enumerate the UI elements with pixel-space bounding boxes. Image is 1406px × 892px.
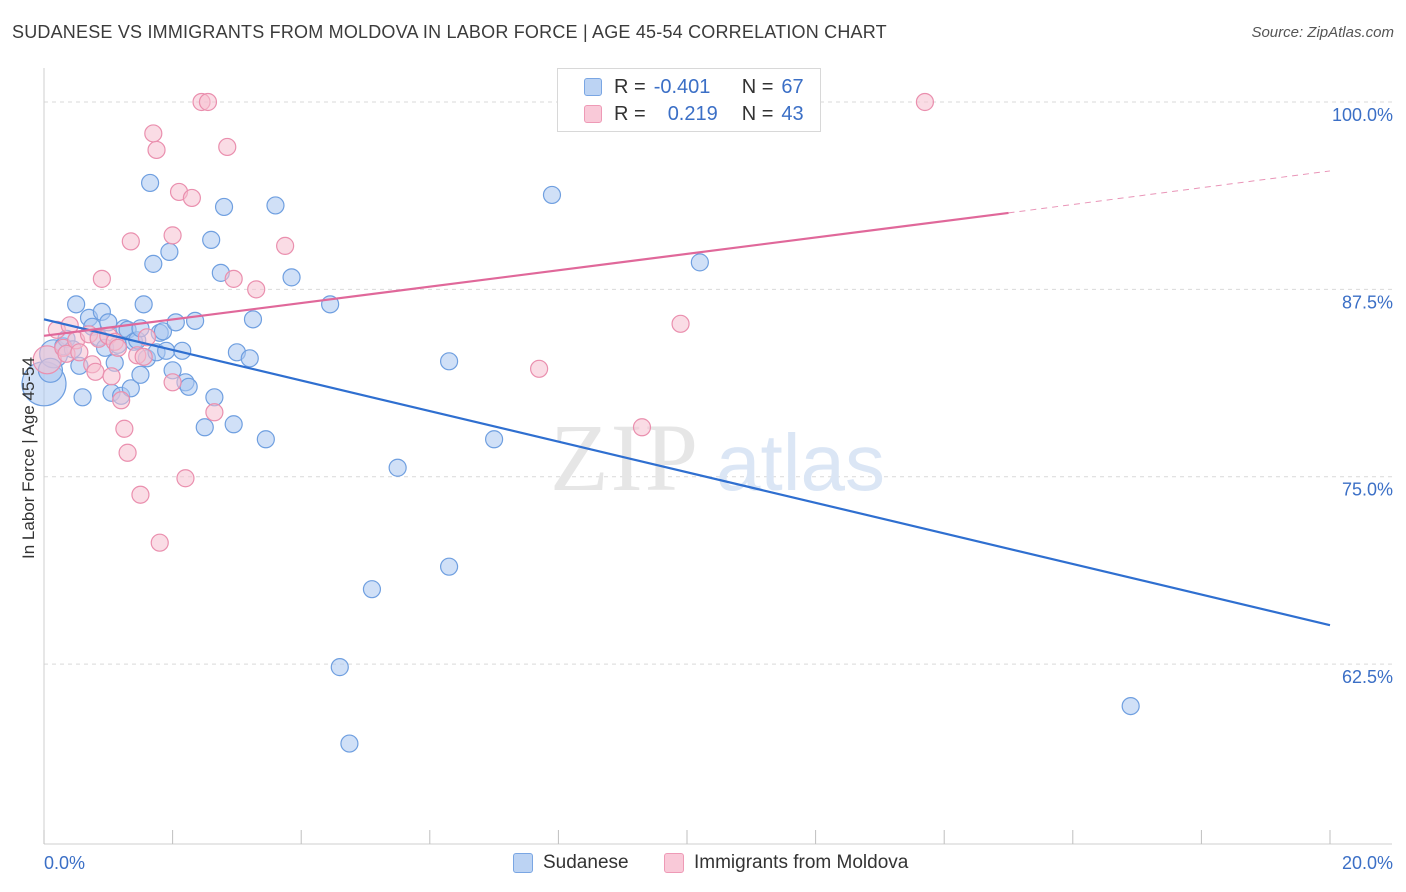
point-sudanese-46 — [224, 415, 243, 434]
point-sudanese-29 — [144, 254, 163, 273]
point-sudanese-42 — [202, 230, 221, 249]
legend-r-label-moldova: R = — [614, 102, 646, 125]
point-sudanese-56 — [362, 580, 382, 599]
point-sudanese-24 — [131, 365, 150, 384]
point-moldova-24 — [144, 124, 163, 143]
point-sudanese-39 — [179, 377, 198, 396]
point-moldova-39 — [530, 359, 549, 378]
point-moldova-34 — [205, 403, 224, 422]
point-sudanese-60 — [485, 430, 504, 449]
series-swatch-moldova — [664, 853, 684, 873]
trend-lines — [43, 170, 1331, 627]
point-sudanese-58 — [439, 352, 459, 371]
point-sudanese-41 — [195, 418, 214, 437]
point-moldova-28 — [163, 226, 182, 245]
point-moldova-26 — [150, 533, 169, 552]
point-moldova-22 — [134, 347, 153, 366]
source-label: Source: ZipAtlas.com — [1251, 24, 1394, 41]
point-sudanese-52 — [282, 268, 301, 287]
legend-r-value-moldova: 0.219 — [667, 102, 718, 125]
legend-n-value-sudanese: 67 — [781, 75, 804, 98]
y-tick-label-3: 62.5% — [1342, 667, 1393, 687]
legend-n-label-moldova: N = — [741, 102, 774, 125]
point-moldova-40 — [632, 418, 652, 437]
series-legend: Sudanese Immigrants from Moldova — [0, 852, 1406, 878]
legend-r-value-sudanese: -0.401 — [653, 75, 711, 98]
point-moldova-17 — [115, 419, 134, 438]
legend-n-value-moldova: 43 — [781, 102, 804, 125]
point-moldova-23 — [137, 328, 156, 347]
trend-line-sudanese — [43, 318, 1331, 627]
x-tick-label-0: 0.0% — [44, 853, 85, 873]
point-sudanese-21 — [121, 379, 140, 398]
point-sudanese-49 — [243, 310, 263, 329]
point-moldova-36 — [224, 269, 243, 288]
point-moldova-21 — [131, 485, 150, 504]
point-sudanese-50 — [256, 430, 275, 449]
point-sudanese-36 — [166, 313, 185, 332]
point-sudanese-63 — [1121, 696, 1140, 716]
trend-extension-moldova — [1008, 170, 1331, 214]
point-moldova-42 — [915, 92, 935, 112]
point-sudanese-57 — [388, 458, 407, 477]
series-label-sudanese: Sudanese — [543, 852, 629, 873]
x-tick-label-1: 20.0% — [1342, 853, 1393, 873]
point-moldova-19 — [121, 232, 140, 251]
stats-legend: R = -0.401 N = 67 R = 0.219 N = 43 — [557, 68, 821, 132]
point-sudanese-59 — [439, 557, 459, 576]
legend-row-sudanese: R = -0.401 N = 67 — [584, 74, 804, 100]
grid-lines — [44, 101, 1392, 665]
chart-title: SUDANESE VS IMMIGRANTS FROM MOLDOVA IN L… — [12, 22, 887, 42]
point-sudanese-32 — [153, 322, 173, 341]
point-sudanese-48 — [240, 349, 259, 368]
point-moldova-30 — [176, 469, 195, 488]
series-label-moldova: Immigrants from Moldova — [694, 852, 909, 873]
point-moldova-9 — [86, 362, 105, 381]
point-sudanese-51 — [266, 196, 285, 215]
watermark-atlas: atlas — [716, 418, 885, 507]
legend-row-moldova: R = 0.219 N = 43 — [584, 101, 804, 127]
point-moldova-35 — [218, 137, 237, 157]
point-moldova-38 — [276, 236, 295, 255]
point-moldova-16 — [112, 391, 131, 410]
series-swatch-sudanese — [513, 853, 533, 873]
point-sudanese-55 — [340, 734, 359, 753]
point-sudanese-54 — [330, 658, 349, 677]
point-moldova-18 — [118, 443, 137, 462]
axis-labels: 100.0% 87.5% 75.0% 62.5% 0.0% 20.0% — [44, 105, 1393, 873]
series-legend-moldova[interactable]: Immigrants from Moldova — [664, 852, 908, 874]
y-tick-label-2: 75.0% — [1342, 480, 1393, 500]
point-sudanese-34 — [160, 242, 179, 261]
trend-line-moldova — [43, 211, 1009, 337]
point-moldova-13 — [102, 367, 121, 386]
legend-n-label-sudanese: N = — [741, 75, 774, 98]
point-moldova-31 — [182, 188, 201, 208]
point-moldova-15 — [108, 338, 128, 357]
point-sudanese-26 — [134, 295, 153, 314]
point-sudanese-6 — [67, 295, 86, 314]
point-moldova-37 — [247, 280, 266, 299]
y-axis-title: In Labor Force | Age 45-54 — [19, 357, 38, 559]
point-sudanese-45 — [214, 197, 234, 217]
series-legend-sudanese[interactable]: Sudanese — [513, 852, 629, 874]
point-moldova-27 — [163, 373, 182, 392]
legend-r-label-sudanese: R = — [614, 75, 646, 98]
point-moldova-41 — [671, 314, 690, 333]
legend-swatch-sudanese — [584, 78, 602, 96]
y-tick-label-0: 100.0% — [1332, 105, 1393, 125]
point-sudanese-62 — [690, 253, 709, 272]
axes — [43, 68, 1392, 845]
point-moldova-11 — [92, 269, 111, 288]
legend-swatch-moldova — [584, 105, 602, 123]
point-moldova-33 — [198, 92, 218, 112]
point-sudanese-28 — [140, 173, 160, 193]
point-moldova-25 — [147, 140, 166, 160]
point-moldova-6 — [70, 343, 89, 362]
y-tick-label-1: 87.5% — [1342, 292, 1393, 312]
point-sudanese-61 — [542, 185, 562, 205]
data-points — [21, 92, 1140, 753]
point-sudanese-8 — [73, 388, 92, 407]
